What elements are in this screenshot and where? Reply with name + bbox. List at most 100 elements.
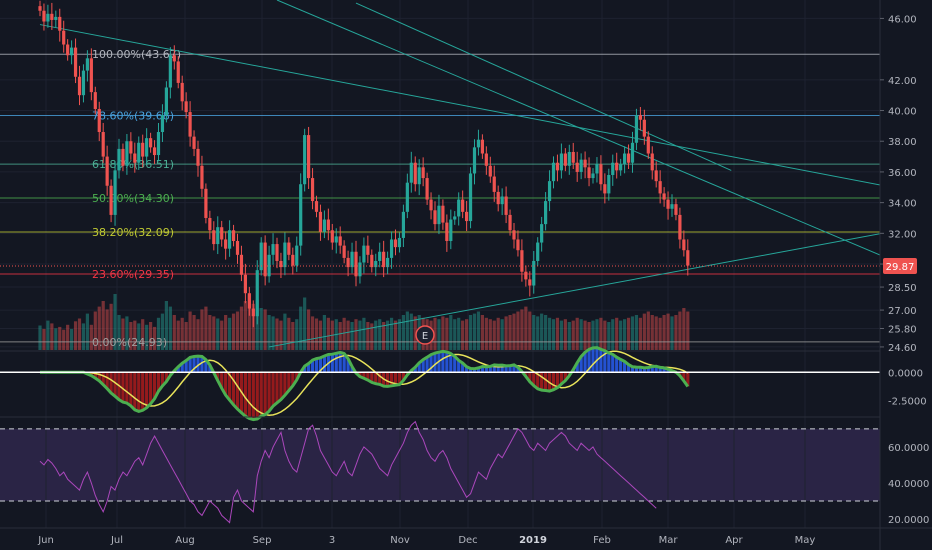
candle-body (650, 153, 654, 171)
macd-histogram-bar (642, 367, 646, 373)
fib-level-label: 23.60%(29.35) (92, 268, 174, 281)
volume-bar (208, 315, 212, 350)
candle-body (421, 167, 425, 179)
macd-histogram-bar (176, 366, 180, 373)
candle-body (176, 61, 180, 83)
candle-body (492, 176, 496, 192)
volume-bar (85, 313, 89, 350)
macd-histogram-bar (287, 372, 291, 391)
volume-bar (141, 319, 145, 350)
volume-bar (405, 311, 409, 350)
volume-bar (216, 318, 220, 350)
candle-body (674, 204, 678, 215)
macd-histogram-bar (208, 364, 212, 373)
volume-bar (674, 315, 678, 350)
price-tick-label: 42.00 (888, 76, 917, 87)
candle-body (228, 230, 232, 249)
candle-body (559, 153, 563, 171)
volume-bar (401, 315, 405, 350)
volume-bar (224, 315, 228, 350)
macd-histogram-bar (303, 366, 307, 373)
volume-bar (413, 316, 417, 350)
volume-bar (121, 318, 125, 350)
macd-histogram-bar (283, 372, 287, 396)
macd-histogram-bar (330, 354, 334, 373)
earnings-marker[interactable] (415, 325, 435, 345)
trendline[interactable] (269, 221, 932, 348)
candle-body (397, 237, 402, 248)
candle-body (295, 245, 299, 266)
rsi-tick-label: 40.0000 (888, 479, 929, 490)
macd-histogram-bar (540, 372, 544, 391)
candle-body (457, 199, 461, 217)
volume-bar (89, 324, 93, 350)
macd-histogram-bar (235, 372, 240, 410)
volume-bar (603, 320, 607, 350)
candle-body (318, 211, 323, 232)
volume-bar (397, 319, 402, 350)
macd-histogram-bar (421, 359, 425, 373)
candle-body (101, 132, 105, 157)
macd-histogram-bar (650, 366, 654, 373)
trendline[interactable] (39, 24, 932, 198)
candle-body (42, 10, 46, 22)
volume-bar (66, 324, 70, 350)
volume-bar (468, 315, 473, 350)
candle-body (129, 141, 133, 154)
volume-bar (670, 316, 674, 350)
volume-bar (441, 316, 445, 350)
candle-body (358, 262, 362, 277)
volume-bar (686, 311, 690, 350)
volume-bar (192, 315, 196, 350)
price-tick-label: 34.00 (888, 199, 917, 210)
candle-body (583, 159, 587, 168)
earnings-marker-label: E (422, 331, 428, 342)
volume-bar (516, 311, 520, 350)
macd-histogram-bar (251, 372, 255, 420)
volume-bar (212, 316, 216, 350)
macd-histogram-bar (555, 372, 560, 388)
macd-tick-label: -2.5000 (888, 396, 927, 407)
candle-body (472, 147, 477, 174)
macd-histogram-bar (413, 367, 417, 373)
volume-bar (666, 313, 670, 350)
candle-body (389, 239, 394, 258)
macd-histogram-bar (101, 372, 105, 385)
volume-bar (81, 323, 86, 350)
macd-histogram-bar (630, 366, 635, 373)
volume-bar (283, 313, 287, 350)
volume-bar (291, 322, 295, 350)
candle-body (476, 139, 481, 148)
macd-histogram-bar (196, 356, 200, 373)
trendline[interactable] (276, 0, 932, 284)
candle-body (654, 170, 658, 182)
candle-body (192, 136, 196, 149)
candle-body (417, 167, 421, 185)
volume-bar (445, 317, 449, 350)
candle-body (611, 162, 615, 175)
candle-body (105, 156, 109, 186)
candle-body (54, 16, 58, 20)
macd-histogram-bar (259, 372, 263, 416)
macd-histogram-bar (184, 360, 188, 373)
volume-bar (176, 320, 180, 350)
macd-histogram-bar (133, 372, 137, 410)
volume-bar (437, 319, 441, 350)
candle-body (409, 162, 413, 183)
candle-body (393, 239, 398, 248)
macd-histogram-bar (374, 372, 378, 384)
volume-bar (536, 316, 540, 350)
candle-body (168, 55, 172, 88)
candle-body (528, 279, 532, 286)
volume-bar (137, 323, 141, 350)
candle-body (540, 224, 544, 243)
macd-histogram-bar (654, 366, 658, 373)
candle-body (267, 254, 271, 277)
trendline[interactable] (355, 2, 732, 171)
macd-histogram-bar (188, 357, 192, 373)
macd-histogram-bar (310, 360, 315, 373)
volume-bar (117, 315, 121, 350)
volume-bar (350, 322, 354, 350)
volume-bar (575, 317, 579, 350)
